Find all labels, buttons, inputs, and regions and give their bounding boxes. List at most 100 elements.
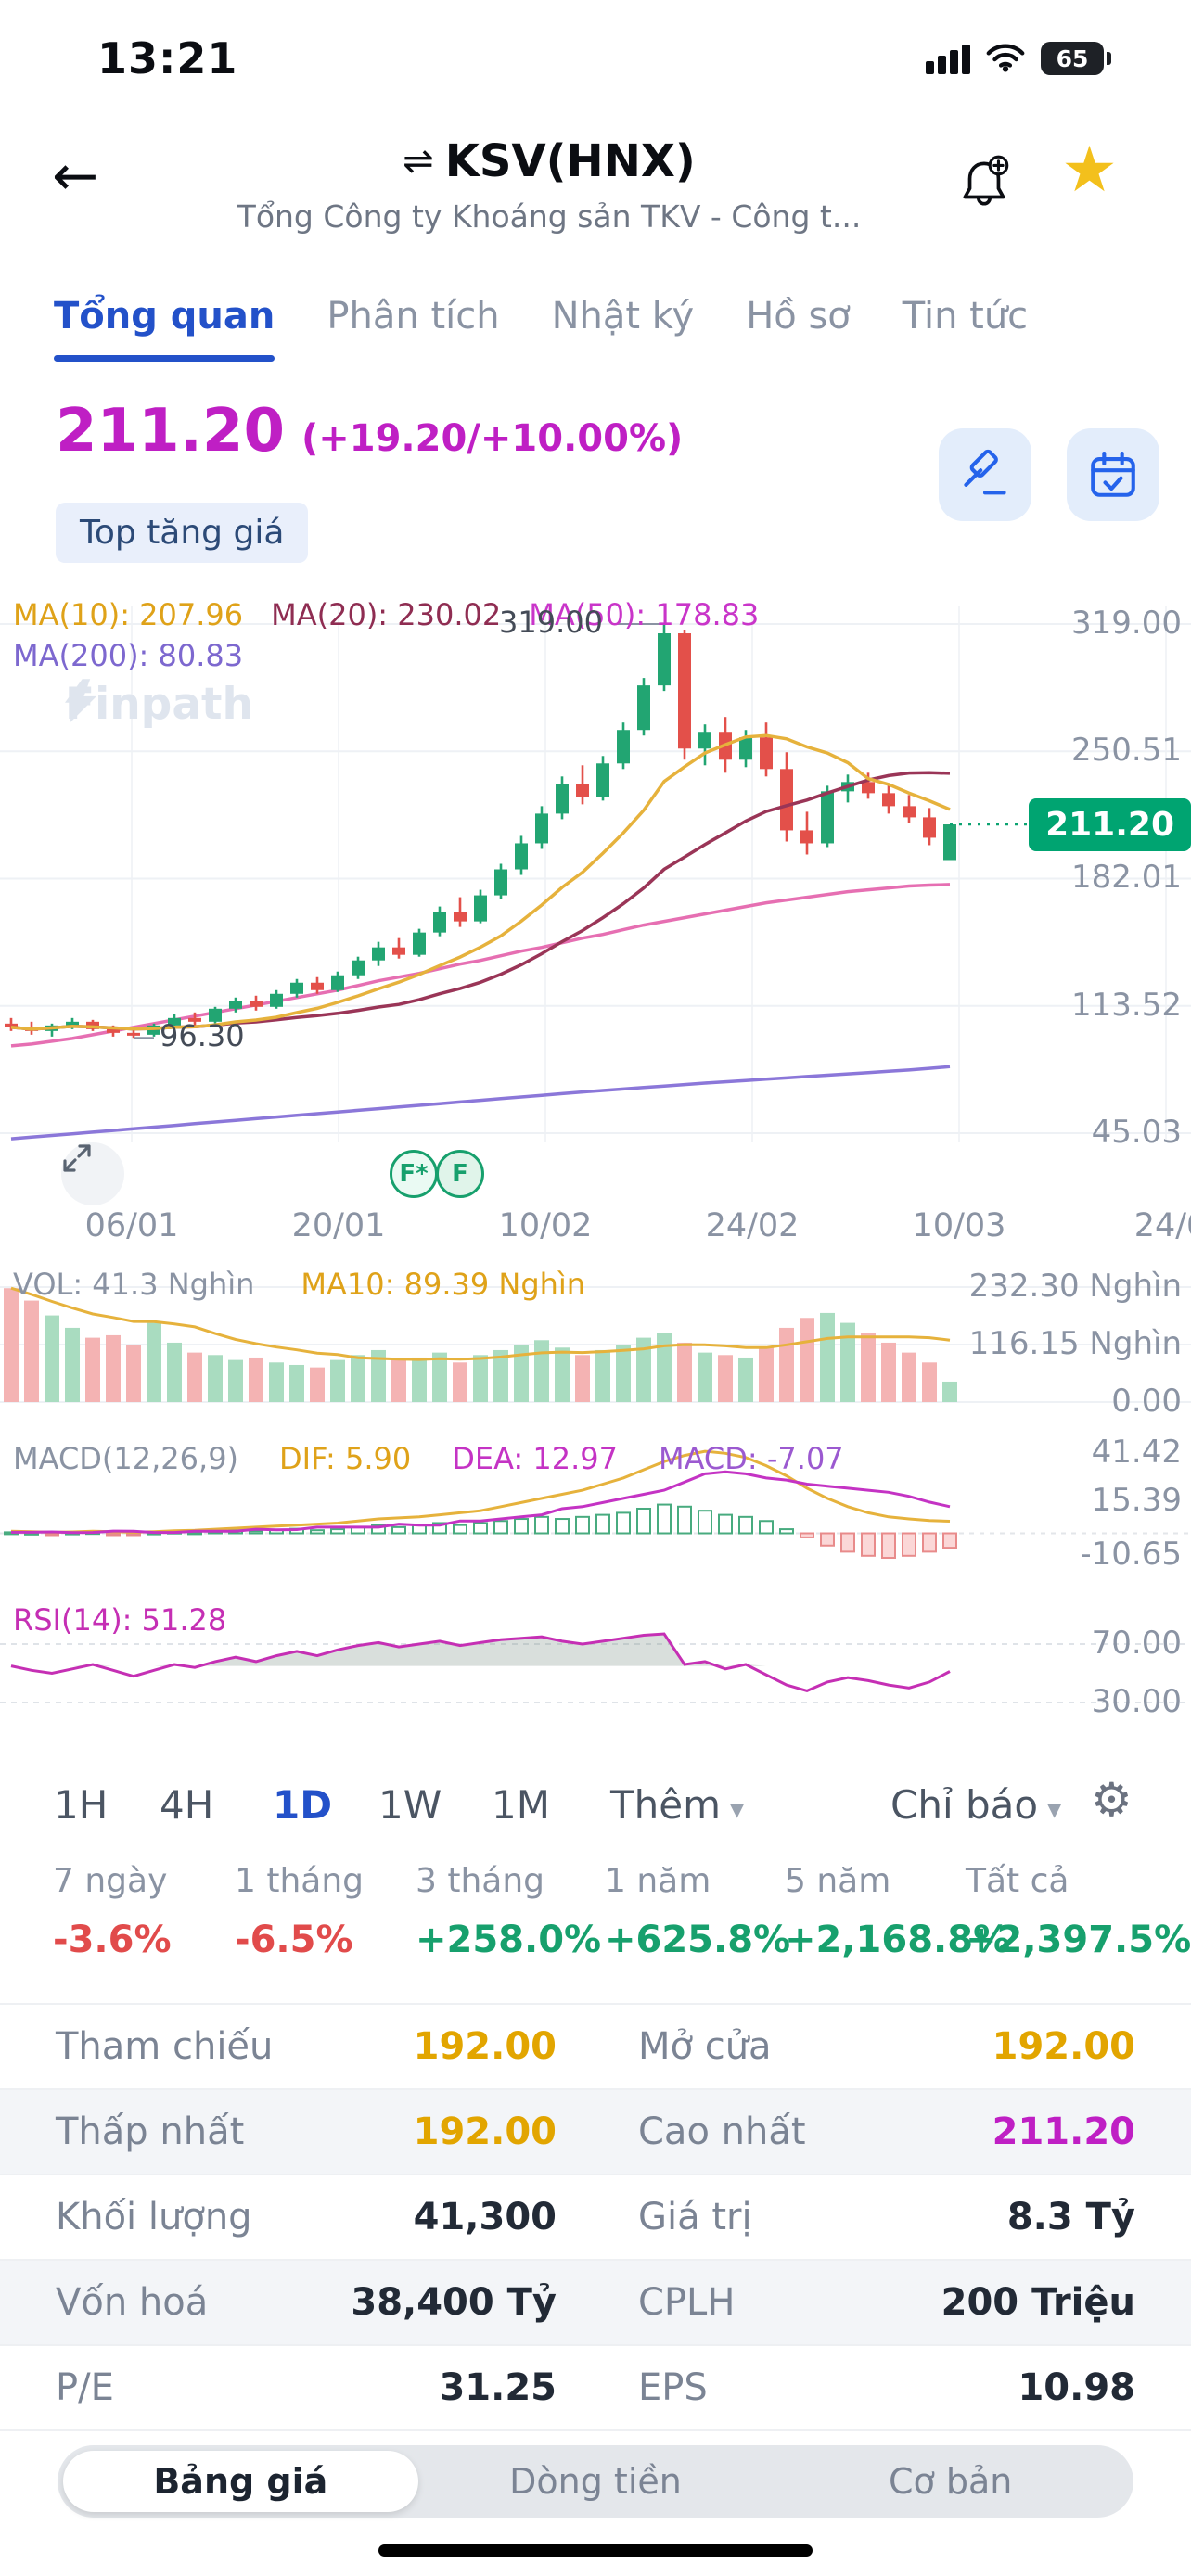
timeframe-4h[interactable]: 4H [160, 1782, 214, 1828]
battery-level: 65 [1041, 42, 1104, 75]
timeframe-1w[interactable]: 1W [378, 1782, 442, 1828]
ma10-label: MA(10): 207.96 [13, 597, 244, 632]
current-price: 211.20 [56, 397, 285, 465]
ma20-label: MA(20): 230.02 [271, 597, 502, 632]
vol-tick: 116.15 Nghìn [968, 1325, 1182, 1362]
last-price-tag: 211.20 [1029, 798, 1191, 851]
x-axis-tick: 20/01 [291, 1207, 386, 1244]
macd-tick: 41.42 [1091, 1434, 1182, 1471]
cellular-signal-icon [926, 43, 970, 74]
wifi-icon [985, 41, 1026, 76]
table-row: Vốn hoá 38,400 Tỷ CPLH 200 Triệu [0, 2259, 1191, 2344]
peak-annotation: 319.00 [499, 605, 603, 640]
ma-labels-row2: MA(200): 80.83 [13, 638, 243, 673]
dif-label: DIF: 5.90 [279, 1441, 412, 1476]
battery-icon: 65 [1041, 42, 1111, 75]
favorite-star-icon[interactable]: ★ [1061, 134, 1118, 207]
chevron-down-icon: ▾ [730, 1793, 745, 1826]
macd-title: MACD(12,26,9) [13, 1441, 239, 1476]
y-axis-tick: 250.51 [1071, 732, 1182, 769]
home-indicator [378, 2544, 813, 2557]
tab-tong-quan[interactable]: Tổng quan [54, 295, 275, 362]
macd-pane: MACD(12,26,9) DIF: 5.90 DEA: 12.97 MACD:… [0, 1434, 1191, 1595]
x-axis-tick: 10/02 [498, 1207, 593, 1244]
perf-3m: 3 tháng +258.0% [416, 1862, 602, 1961]
macd-tick: 15.39 [1091, 1482, 1182, 1519]
performance-row: 7 ngày -3.6% 1 tháng -6.5% 3 tháng +258.… [0, 1862, 1191, 1973]
y-axis-tick: 319.00 [1071, 605, 1182, 642]
timeframe-1m[interactable]: 1M [492, 1782, 550, 1828]
compare-icon[interactable]: ⇌ [403, 140, 434, 183]
low-annotation: 96.30 [160, 1018, 245, 1053]
rsi-tick: 70.00 [1091, 1625, 1182, 1662]
fscore-badge-1[interactable]: F* [390, 1150, 438, 1198]
expand-chart-button[interactable] [61, 1142, 124, 1205]
chevron-down-icon: ▾ [1047, 1793, 1062, 1826]
macd-value-label: MACD: -7.07 [658, 1441, 844, 1476]
x-axis-tick: 06/01 [84, 1207, 179, 1244]
header-title-block: ⇌ KSV(HNX) Tổng Công ty Khoáng sản TKV -… [130, 135, 968, 235]
vol-ma-label: MA10: 89.39 Nghìn [301, 1267, 586, 1302]
perf-all: Tất cả +2,397.5% [966, 1862, 1191, 1961]
gavel-icon [964, 449, 1006, 495]
ma50-label: MA(50): 178.83 [529, 597, 760, 632]
ma200-label: MA(200): 80.83 [13, 638, 244, 673]
rsi-tick: 30.00 [1091, 1683, 1182, 1720]
lightning-icon [65, 679, 96, 723]
top-gainer-badge: Top tăng giá [56, 503, 309, 563]
timeframe-1h[interactable]: 1H [54, 1782, 109, 1828]
status-time: 13:21 [97, 33, 238, 83]
back-button[interactable]: ← [52, 144, 99, 209]
tab-phan-tich[interactable]: Phân tích [327, 295, 500, 338]
vol-tick: 232.30 Nghìn [968, 1268, 1182, 1305]
rsi-chart [0, 1632, 1191, 1703]
volume-labels: VOL: 41.3 Nghìn MA10: 89.39 Nghìn [13, 1267, 585, 1302]
rsi-label: RSI(14): 51.28 [13, 1602, 227, 1638]
tab-tin-tuc[interactable]: Tin tức [902, 295, 1029, 338]
rsi-labels: RSI(14): 51.28 [13, 1602, 226, 1638]
events-calendar-button[interactable] [1067, 428, 1159, 521]
y-axis-tick: 113.52 [1071, 987, 1182, 1024]
timeframe-1d[interactable]: 1D [273, 1782, 333, 1828]
quote-row: 211.20 (+19.20/+10.00%) [56, 397, 683, 465]
segment-co-ban[interactable]: Cơ bản [889, 2461, 1013, 2502]
x-axis-tick: 24/0 [1133, 1207, 1191, 1244]
perf-1y: 1 năm +625.8% [605, 1862, 791, 1961]
gear-icon[interactable]: ⚙ [1091, 1773, 1133, 1827]
segment-bang-gia[interactable]: Bảng giá [63, 2451, 418, 2512]
table-row: Khối lượng 41,300 Giá trị 8.3 Tỷ [0, 2174, 1191, 2259]
x-axis-tick: 10/03 [912, 1207, 1006, 1244]
price-change: (+19.20/+10.00%) [301, 417, 684, 460]
ma-labels-row1: MA(10): 207.96 MA(20): 230.02 MA(50): 17… [13, 597, 759, 632]
perf-7d: 7 ngày -3.6% [53, 1862, 172, 1961]
notification-add-button[interactable] [954, 152, 1015, 217]
more-timeframes-button[interactable]: Thêm ▾ [610, 1782, 745, 1828]
segment-dong-tien[interactable]: Dòng tiền [509, 2461, 682, 2502]
macd-chart [0, 1449, 1191, 1560]
company-subtitle: Tổng Công ty Khoáng sản TKV - Công t... [237, 198, 862, 235]
price-chart[interactable] [0, 593, 1191, 1150]
price-chart-pane: MA(10): 207.96 MA(20): 230.02 MA(50): 17… [0, 593, 1191, 1252]
watermark: Finpath [65, 679, 253, 730]
tab-ho-so[interactable]: Hồ sơ [746, 295, 851, 338]
macd-tick: -10.65 [1080, 1536, 1182, 1573]
status-icons: 65 [926, 41, 1111, 76]
fscore-badge-2[interactable]: F [436, 1150, 484, 1198]
table-row: Tham chiếu 192.00 Mở cửa 192.00 [0, 2003, 1191, 2088]
bell-plus-icon [963, 155, 1009, 206]
expand-icon [63, 1144, 91, 1172]
auction-button[interactable] [939, 428, 1031, 521]
dea-label: DEA: 12.97 [452, 1441, 618, 1476]
rsi-pane: RSI(14): 51.28 70.00 30.00 [0, 1597, 1191, 1753]
stats-table: Tham chiếu 192.00 Mở cửa 192.00 Thấp nhất 1… [0, 2003, 1191, 2431]
volume-pane: VOL: 41.3 Nghìn MA10: 89.39 Nghìn 232.30… [0, 1261, 1191, 1426]
indicators-button[interactable]: Chỉ báo ▾ [890, 1782, 1062, 1828]
y-axis-tick: 45.03 [1091, 1114, 1182, 1151]
vol-tick: 0.00 [1111, 1383, 1182, 1420]
y-axis-tick: 182.01 [1071, 859, 1182, 896]
macd-labels: MACD(12,26,9) DIF: 5.90 DEA: 12.97 MACD:… [13, 1441, 844, 1476]
table-row: P/E 31.25 EPS 10.98 [0, 2344, 1191, 2429]
tab-nhat-ky[interactable]: Nhật ký [551, 295, 695, 338]
table-row: Thấp nhất 192.00 Cao nhất 211.20 [0, 2088, 1191, 2174]
